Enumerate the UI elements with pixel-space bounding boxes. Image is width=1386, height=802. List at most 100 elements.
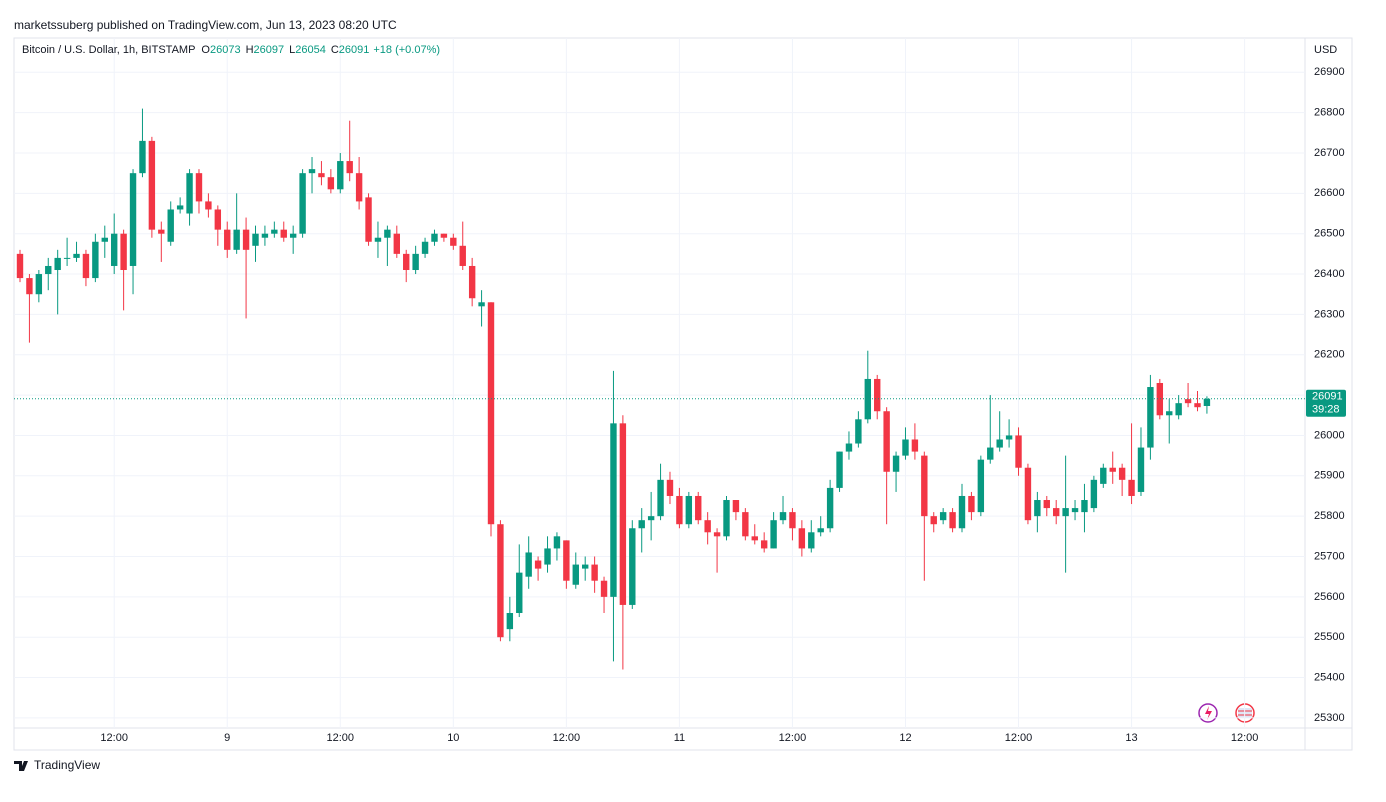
chart-frame — [13, 37, 1353, 751]
candle-body — [1100, 467, 1107, 484]
y-tick-label: 26900 — [1314, 66, 1345, 78]
candle-body — [101, 237, 108, 242]
candle-body — [384, 229, 391, 238]
grid — [14, 38, 1305, 728]
candle-body — [450, 237, 457, 246]
y-tick-label: 25300 — [1314, 712, 1345, 724]
candle-body — [958, 495, 966, 529]
candle-body — [478, 302, 485, 307]
candle-body — [1015, 435, 1022, 468]
candle-body — [1147, 387, 1154, 448]
candle-body — [1156, 382, 1164, 416]
y-tick-label: 26300 — [1314, 308, 1345, 320]
candle-body — [1081, 500, 1088, 513]
candle-body — [817, 528, 824, 533]
y-tick-label: 25900 — [1314, 470, 1345, 482]
candle-body — [892, 455, 900, 472]
candle-body — [1118, 467, 1126, 480]
candle-body — [158, 229, 165, 234]
candle-body — [111, 233, 118, 266]
legend: Bitcoin / U.S. Dollar, 1h, BITSTAMP O2607… — [22, 44, 440, 56]
y-tick-label: 26800 — [1314, 107, 1345, 119]
candle-body — [26, 278, 33, 295]
candle-body — [1175, 403, 1182, 416]
candle-body — [770, 520, 777, 549]
price-tag-value: 26091 — [1312, 391, 1343, 403]
candle-body — [252, 233, 259, 246]
candle-body — [16, 253, 24, 279]
candle-body — [195, 173, 203, 202]
candle-body — [63, 257, 71, 259]
candle-body — [365, 197, 372, 242]
candle-body — [205, 201, 212, 210]
candle-body — [723, 500, 730, 537]
icon-bolt — [1205, 706, 1212, 720]
candle-body — [883, 411, 890, 472]
candle-body — [742, 512, 749, 537]
candle-body — [1166, 411, 1173, 416]
candle-body — [393, 233, 400, 254]
ohlc-value: 26073 — [210, 44, 241, 56]
candle-body — [525, 552, 532, 577]
brand-logo — [14, 761, 28, 771]
candle-body — [1184, 399, 1192, 404]
x-tick-label: 9 — [224, 732, 230, 744]
candle-body — [1053, 508, 1060, 517]
candle-body — [92, 241, 99, 279]
candle-body — [224, 229, 231, 250]
y-tick-label: 26600 — [1314, 187, 1345, 199]
candle-body — [921, 455, 928, 517]
candle-body — [864, 378, 871, 420]
price-tag-countdown: 39:28 — [1312, 404, 1340, 416]
price-tag — [1306, 389, 1346, 417]
candle-body — [553, 536, 561, 549]
candle-body — [54, 257, 61, 271]
candle-body — [1194, 403, 1201, 408]
candle-body — [563, 540, 570, 581]
candle-body — [308, 169, 316, 174]
candle-body — [1071, 508, 1079, 513]
candle-body — [327, 177, 335, 190]
brand: TradingView — [34, 758, 100, 772]
symbol: Bitcoin / U.S. Dollar, 1h, BITSTAMP — [22, 44, 195, 56]
candles — [16, 108, 1211, 670]
candle-body — [638, 520, 645, 529]
y-tick-label: 26000 — [1314, 429, 1345, 441]
y-tick-label: 26200 — [1314, 349, 1345, 361]
candle-body — [798, 528, 806, 549]
y-tick-label: 26500 — [1314, 228, 1345, 240]
candle-body — [968, 495, 975, 513]
published-line: marketssuberg published on TradingView.c… — [14, 18, 397, 32]
candle-body — [704, 520, 711, 533]
candle-body — [855, 419, 862, 444]
candle-body — [167, 209, 174, 242]
candle-body — [911, 439, 919, 452]
candle-body — [497, 524, 504, 638]
candle-body — [695, 495, 702, 521]
candle-body — [845, 443, 853, 452]
candle-body — [619, 423, 627, 605]
y-tick-label: 25400 — [1314, 671, 1345, 683]
candle-body — [760, 540, 768, 549]
y-tick-label: 25600 — [1314, 591, 1345, 603]
ohlc-label: C — [331, 44, 339, 56]
candle-body — [120, 233, 127, 271]
currency: USD — [1314, 44, 1337, 56]
x-tick-label: 12:00 — [100, 732, 128, 744]
x-tick-label: 12 — [899, 732, 911, 744]
candle-body — [1090, 479, 1098, 509]
candle-body — [148, 140, 156, 230]
candle-body — [713, 532, 721, 537]
candle-body — [355, 173, 363, 202]
candle-body — [431, 233, 438, 242]
candle-body — [591, 564, 598, 581]
candle-body — [487, 302, 495, 525]
candle-body — [214, 209, 222, 230]
candle-body — [685, 495, 693, 525]
y-tick-label: 26700 — [1314, 147, 1345, 159]
candle-body — [572, 564, 579, 585]
candle-body — [35, 274, 43, 295]
candle-body — [1137, 447, 1145, 492]
